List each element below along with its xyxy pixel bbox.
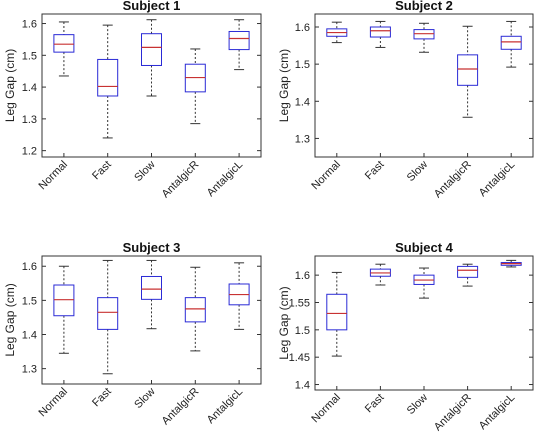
box-antalgicr	[457, 263, 479, 287]
iqr-box	[53, 34, 75, 53]
y-tick-label: 1.3	[22, 114, 37, 126]
y-tick-label: 1.4	[22, 330, 37, 342]
x-tick-label: AntalgicL	[205, 159, 245, 199]
x-tick-label: Slow	[132, 159, 157, 184]
box-antalgicr	[184, 48, 206, 125]
axes-frame	[41, 255, 262, 385]
y-tick-label: 1.5	[22, 295, 37, 307]
box-slow	[413, 267, 435, 299]
x-tick-label: AntalgicL	[205, 386, 245, 426]
box-slow	[141, 259, 162, 330]
iqr-box	[184, 297, 206, 323]
x-tick-label: AntalgicL	[477, 159, 517, 199]
iqr-box	[457, 265, 479, 278]
x-tick-label: AntalgicL	[477, 392, 517, 432]
x-tick-label: AntalgicR	[160, 386, 202, 428]
iqr-box	[369, 26, 391, 38]
iqr-box	[141, 275, 162, 300]
y-tick-label: 1.5	[295, 59, 310, 71]
box-antalgicl	[228, 262, 250, 330]
x-tick-label: AntalgicR	[432, 159, 474, 201]
x-tick-label: AntalgicR	[160, 159, 202, 201]
iqr-box	[457, 54, 479, 86]
x-tick-label: Normal	[309, 392, 343, 426]
x-tick-label: Fast	[363, 392, 387, 416]
box-fast	[369, 263, 391, 286]
y-tick-label: 1.4	[22, 82, 37, 94]
y-tick-label: 1.3	[22, 364, 37, 376]
box-normal	[326, 21, 348, 44]
iqr-box	[141, 33, 162, 66]
x-tick-label: AntalgicR	[432, 392, 474, 434]
x-tick-label: Fast	[363, 159, 387, 183]
box-antalgicl	[500, 259, 522, 268]
box-antalgicl	[500, 20, 522, 68]
y-tick-label: 1.3	[295, 133, 310, 145]
iqr-box	[500, 35, 522, 50]
iqr-box	[228, 30, 250, 51]
x-tick-label: Fast	[90, 159, 114, 183]
y-tick-label: 1.4	[295, 96, 310, 108]
subplot-title: Subject 1	[123, 0, 181, 13]
y-axis-label: Leg Gap (cm)	[277, 49, 291, 122]
axes-frame	[314, 13, 534, 158]
y-tick-label: 1.4	[295, 380, 310, 392]
box-fast	[97, 24, 119, 139]
subplot-1: Subject 1 Leg Gap (cm) 1.2 1.3 1.4 1.5 1.6 Norm…	[3, 0, 262, 201]
box-slow	[141, 19, 162, 97]
iqr-box	[97, 297, 119, 330]
box-fast	[369, 20, 391, 48]
iqr-box	[97, 58, 119, 97]
box-normal	[53, 265, 75, 354]
subplot-3: Subject 3 Leg Gap (cm) 1.3 1.4 1.5 1.6 Normal F…	[3, 240, 262, 428]
x-tick-label: Normal	[36, 159, 70, 193]
box-antalgicr	[184, 266, 206, 352]
x-tick-label: Slow	[132, 386, 157, 411]
box-normal	[53, 21, 75, 77]
x-tick-label: Fast	[90, 386, 114, 410]
y-tick-label: 1.45	[289, 352, 310, 364]
subplot-4: Subject 4 Leg Gap (cm) 1.4 1.45 1.5 1.55 1.6 No…	[277, 240, 534, 434]
box-fast	[97, 259, 119, 375]
subplot-title: Subject 2	[395, 0, 453, 13]
x-tick-label: Normal	[309, 159, 343, 193]
iqr-box	[53, 284, 75, 317]
x-tick-label: Normal	[36, 386, 70, 420]
box-normal	[326, 271, 348, 357]
y-tick-label: 1.5	[295, 325, 310, 337]
y-axis-label: Leg Gap (cm)	[3, 283, 17, 356]
y-tick-label: 1.2	[22, 146, 37, 158]
subplot-2: Subject 2 Leg Gap (cm) 1.3 1.4 1.5 1.6 Normal F…	[277, 0, 534, 201]
axes-frame	[314, 255, 534, 391]
y-tick-label: 1.6	[22, 261, 37, 273]
x-tick-label: Slow	[405, 159, 430, 184]
subplot-title: Subject 3	[123, 240, 181, 255]
axes-frame	[41, 13, 262, 158]
subplot-title: Subject 4	[395, 240, 454, 255]
box-antalgicl	[228, 19, 250, 71]
box-antalgicr	[457, 25, 479, 118]
y-axis-label: Leg Gap (cm)	[277, 286, 291, 359]
box-slow	[413, 22, 435, 53]
y-axis-label: Leg Gap (cm)	[3, 49, 17, 122]
y-tick-label: 1.6	[295, 270, 310, 282]
y-tick-label: 1.6	[22, 19, 37, 31]
x-tick-label: Slow	[405, 392, 430, 417]
iqr-box	[326, 293, 348, 331]
y-tick-label: 1.5	[22, 50, 37, 62]
y-tick-label: 1.55	[289, 297, 310, 309]
y-tick-label: 1.6	[295, 22, 310, 34]
